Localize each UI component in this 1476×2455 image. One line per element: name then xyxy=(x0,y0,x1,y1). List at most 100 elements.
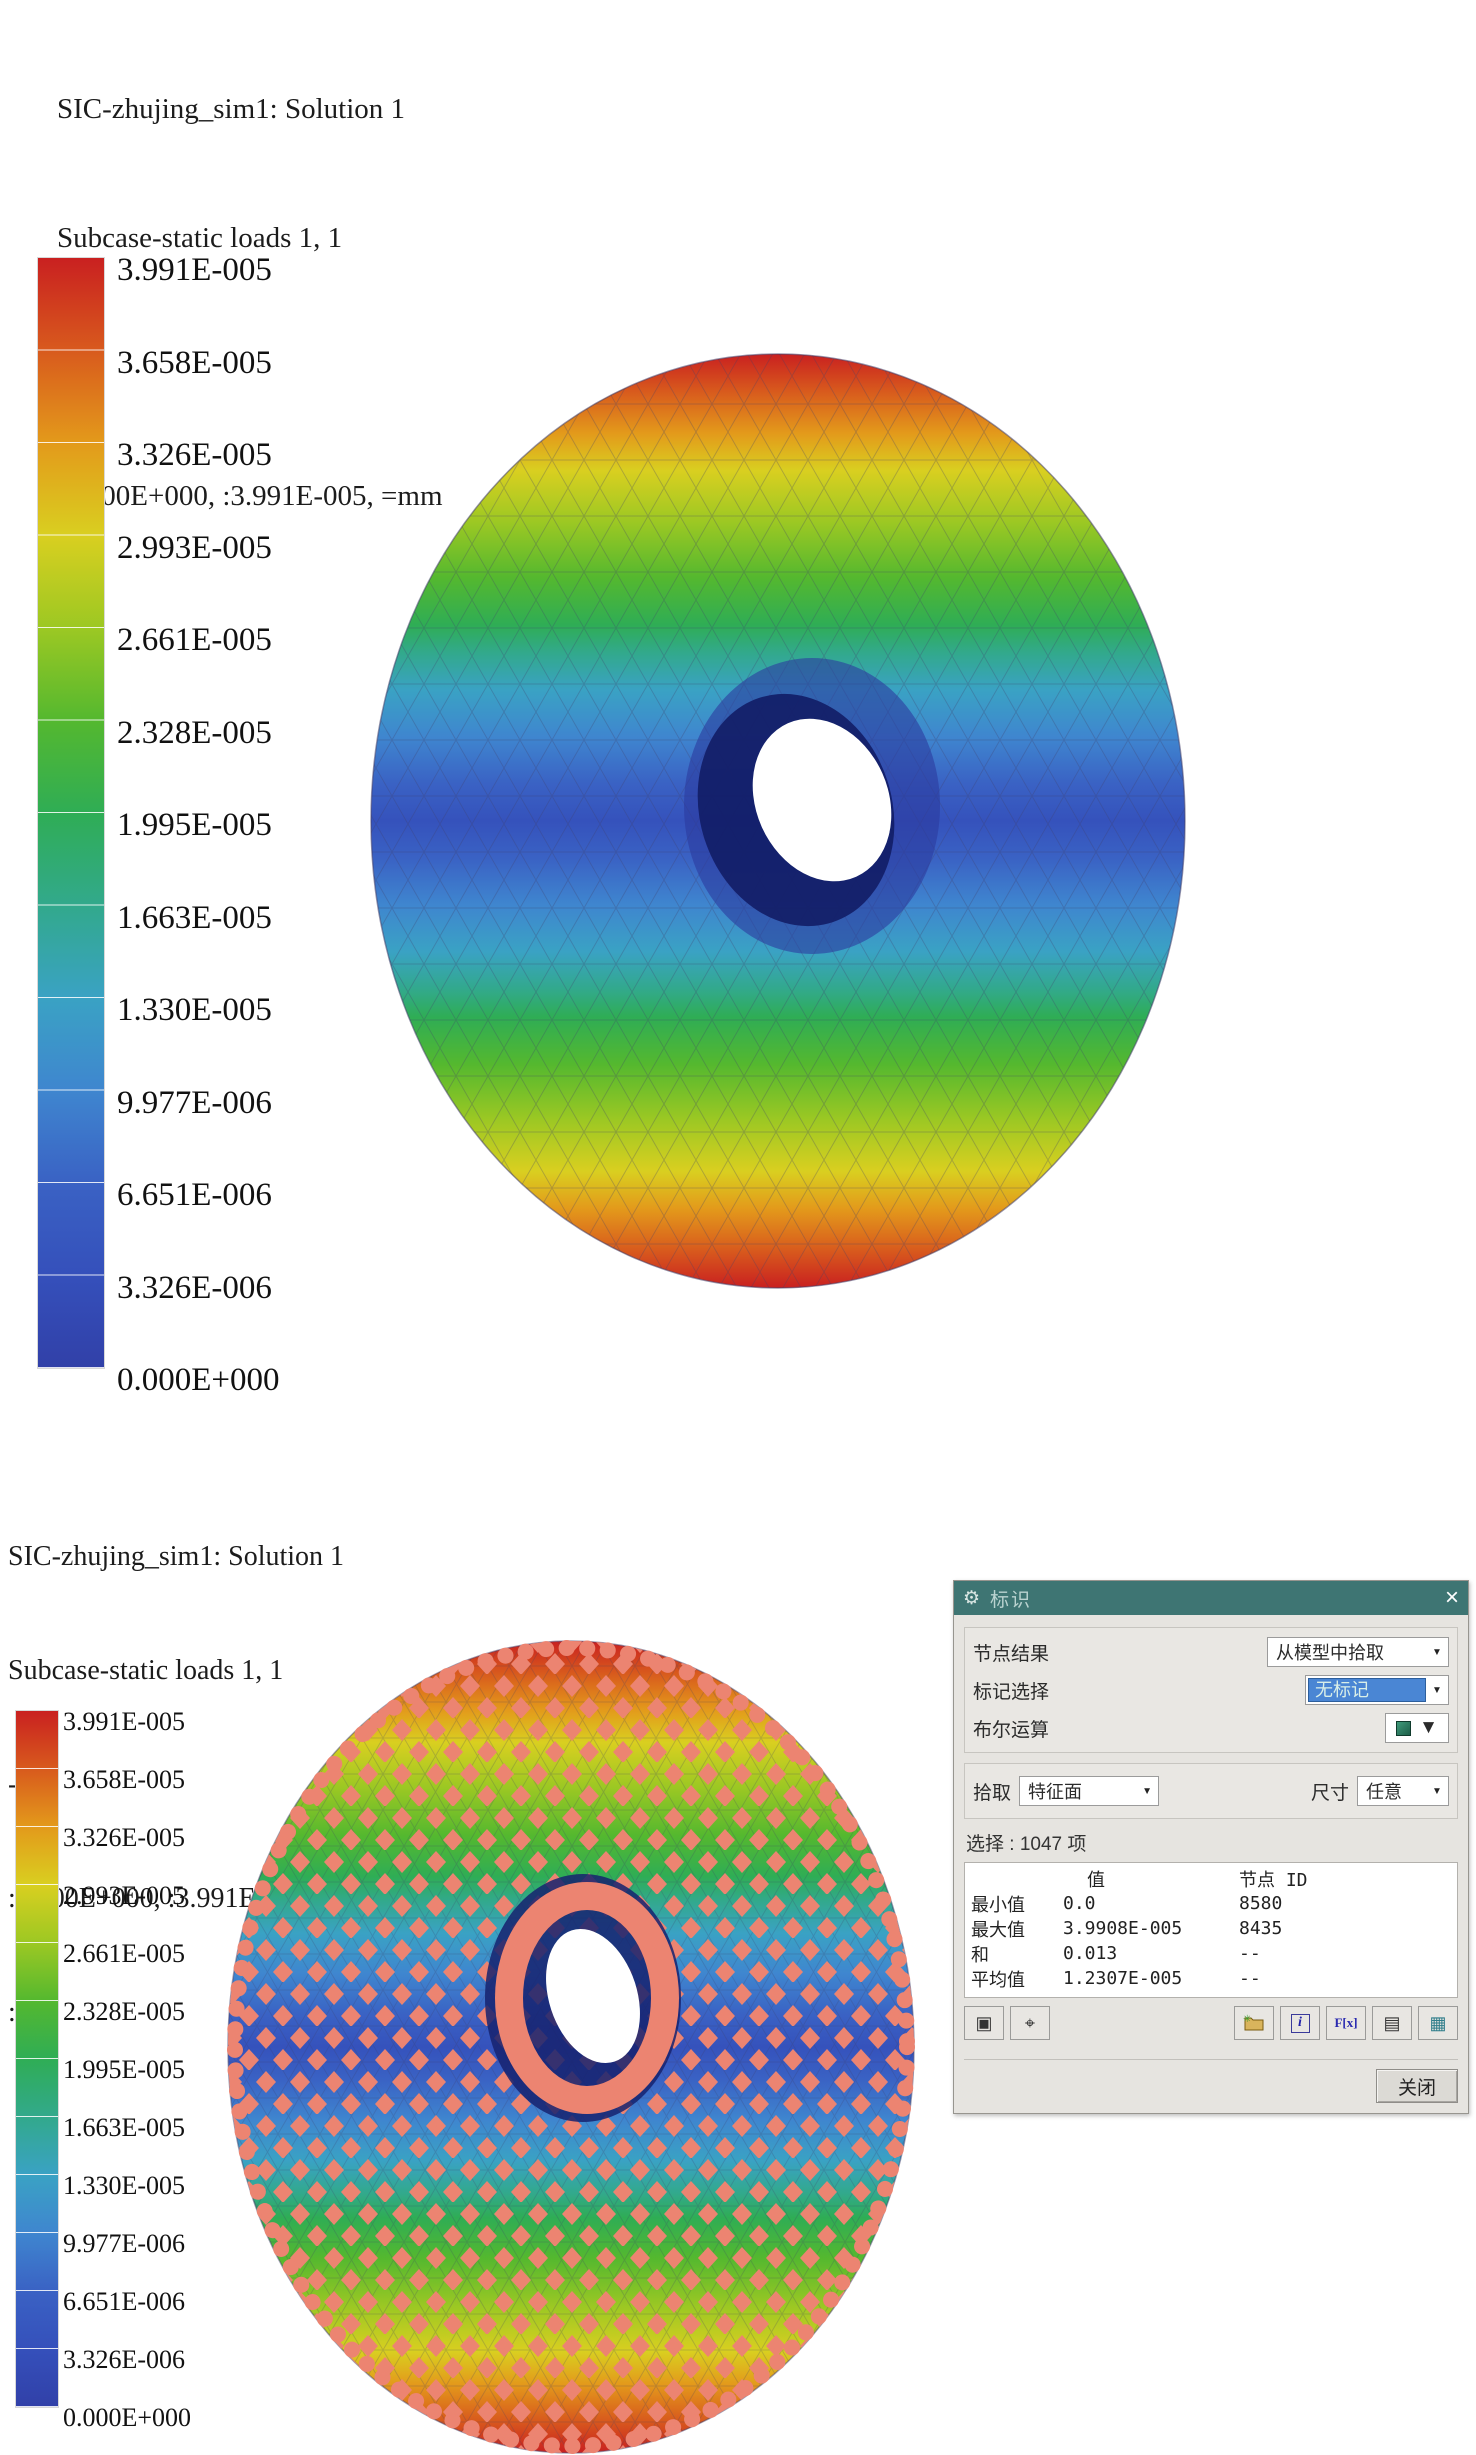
legend-tick-label: 3.326E-006 xyxy=(117,1269,272,1306)
result-options-group: 节点结果 从模型中拾取 ▼ 标记选择 无标记 ▼ 布尔运算 xyxy=(964,1627,1458,1753)
legend-tick-label: 0.000E+000 xyxy=(117,1362,280,1398)
info-icon: i xyxy=(1290,2013,1310,2033)
color-legend-top: 3.991E-005 3.658E-005 3.326E-005 2.993E-005… xyxy=(37,253,367,1397)
legend-tick-label: 3.326E-006 xyxy=(63,2345,186,2374)
legend-tick-label: 1.330E-005 xyxy=(63,2171,186,2200)
color-legend-bottom: 3.991E-005 3.658E-005 3.326E-005 2.993E-005… xyxy=(15,1707,275,2432)
dialog-footer: 关闭 xyxy=(964,2059,1458,2103)
col-header-node-id: 节点 ID xyxy=(1239,1869,1308,1891)
stat-name: 平均值 xyxy=(971,1969,1025,1991)
pick-options-group: 拾取 特征面 ▼ 尺寸 任意 ▼ xyxy=(964,1763,1458,1819)
size-label: 尺寸 xyxy=(1310,1782,1349,1804)
result-header-top: SIC-zhujing_sim1: Solution 1 Subcase-sta… xyxy=(57,2,443,733)
document-icon: ▤ xyxy=(1383,2012,1401,2033)
chevron-down-icon[interactable]: ▼ xyxy=(1419,1717,1438,1738)
stat-name: 最大值 xyxy=(971,1919,1025,1941)
legend-tick-label: 9.977E-006 xyxy=(117,1084,272,1121)
boolean-cube-icon xyxy=(1396,1720,1412,1736)
pick-point-button[interactable]: ⌖ xyxy=(1010,2006,1050,2040)
window-check-icon: ▣ xyxy=(975,2012,993,2033)
legend-tick-label: 2.661E-005 xyxy=(117,622,272,658)
legend-tick-label: 1.663E-005 xyxy=(117,899,272,936)
stat-node-id: -- xyxy=(1239,1968,1261,1989)
fx-icon: F[x] xyxy=(1334,2015,1358,2030)
legend-colorbar xyxy=(37,257,105,1369)
chevron-down-icon[interactable]: ▼ xyxy=(1432,1785,1442,1797)
chevron-down-icon[interactable]: ▼ xyxy=(1142,1785,1152,1797)
legend-tick-label: 1.995E-005 xyxy=(117,807,272,843)
pick-dropdown[interactable]: 特征面 ▼ xyxy=(1019,1776,1160,1806)
table-row: 最大值 3.9908E-005 8435 xyxy=(971,1916,1451,1941)
size-dropdown[interactable]: 任意 ▼ xyxy=(1357,1776,1449,1806)
folder-sparkle-icon: ✳ xyxy=(1243,2014,1264,2031)
legend-tick-label: 2.661E-005 xyxy=(63,1939,186,1968)
legend-tick-label: 3.658E-005 xyxy=(117,344,272,381)
rim-node-markers xyxy=(227,1640,915,2454)
legend-tick-label: 3.326E-005 xyxy=(63,1823,186,1852)
dialog-toolbar: ▣ ⌖ ✳ i F[x] ▤ xyxy=(964,2006,1458,2040)
pick-value: 特征面 xyxy=(1028,1782,1083,1802)
stat-value: 1.2307E-005 xyxy=(1063,1968,1183,1989)
table-header: 值 节点 ID xyxy=(971,1866,1451,1891)
stat-value: 0.013 xyxy=(1063,1943,1118,1964)
mark-select-value: 无标记 xyxy=(1308,1678,1426,1702)
chevron-down-icon[interactable]: ▼ xyxy=(1432,1684,1442,1696)
mark-select-label: 标记选择 xyxy=(973,1681,1050,1703)
header-line: :0.000E+000, :3.991E-005, =mm xyxy=(57,480,443,512)
close-dialog-button[interactable]: 关闭 xyxy=(1376,2069,1458,2103)
identify-dialog: ⚙ 标识 × 节点结果 从模型中拾取 ▼ 标记选择 无标记 ▼ xyxy=(953,1580,1469,2114)
expression-button[interactable]: F[x] xyxy=(1326,2006,1366,2040)
table-row: 平均值 1.2307E-005 -- xyxy=(971,1966,1451,1991)
boolean-op-dropdown[interactable]: ▼ xyxy=(1385,1713,1449,1743)
legend-tick-label: 3.658E-005 xyxy=(63,1765,186,1794)
mark-select-dropdown[interactable]: 无标记 ▼ xyxy=(1305,1675,1449,1705)
node-result-label: 节点结果 xyxy=(973,1643,1050,1665)
close-icon[interactable]: × xyxy=(1444,1584,1459,1611)
stat-node-id: -- xyxy=(1239,1943,1261,1964)
table-row: 和 0.013 -- xyxy=(971,1941,1451,1966)
legend-colorbar xyxy=(15,1710,59,2408)
show-in-window-button[interactable]: ▣ xyxy=(964,2006,1004,2040)
header-line: Subcase-static loads 1, 1 xyxy=(57,222,343,254)
legend-tick-label: 1.663E-005 xyxy=(63,2113,186,2142)
new-group-button[interactable]: ✳ xyxy=(1234,2006,1274,2040)
table-grid-icon: ▦ xyxy=(1429,2012,1447,2033)
contour-view-bottom-with-markers[interactable] xyxy=(215,1630,927,2455)
information-button[interactable]: i xyxy=(1280,2006,1320,2040)
dialog-titlebar[interactable]: ⚙ 标识 × xyxy=(954,1581,1468,1615)
legend-tick-label: 3.991E-005 xyxy=(63,1707,186,1736)
stat-node-id: 8580 xyxy=(1239,1893,1283,1914)
contour-view-top[interactable] xyxy=(360,348,1200,1298)
node-result-value: 从模型中拾取 xyxy=(1276,1643,1384,1663)
chevron-down-icon[interactable]: ▼ xyxy=(1432,1646,1442,1658)
table-row: 最小值 0.0 8580 xyxy=(971,1891,1451,1916)
legend-tick-label: 6.651E-006 xyxy=(63,2287,186,2316)
stat-name: 和 xyxy=(971,1944,989,1966)
legend-tick-label: 1.330E-005 xyxy=(117,992,272,1028)
pick-label: 拾取 xyxy=(973,1782,1012,1804)
stat-name: 最小值 xyxy=(971,1894,1025,1916)
header-line: SIC-zhujing_sim1: Solution 1 xyxy=(57,93,406,125)
result-value-table: 值 节点 ID 最小值 0.0 8580 最大值 3.9908E-005 843… xyxy=(964,1862,1458,1998)
boolean-op-label: 布尔运算 xyxy=(973,1719,1050,1741)
crosshair-icon: ⌖ xyxy=(1024,2012,1036,2033)
hole-node-marker-ring xyxy=(495,1882,679,2114)
legend-tick-label: 1.995E-005 xyxy=(63,2055,186,2084)
report-button[interactable]: ▤ xyxy=(1372,2006,1412,2040)
center-hole xyxy=(546,1928,640,2064)
size-value: 任意 xyxy=(1366,1782,1402,1802)
svg-text:✳: ✳ xyxy=(1243,2014,1251,2025)
header-line: Subcase-static loads 1, 1 xyxy=(8,1655,284,1686)
gear-icon: ⚙ xyxy=(963,1587,981,1609)
col-header-value: 值 xyxy=(1087,1869,1105,1891)
stat-node-id: 8435 xyxy=(1239,1918,1283,1939)
stat-value: 3.9908E-005 xyxy=(1063,1918,1183,1939)
stat-value: 0.0 xyxy=(1063,1893,1096,1914)
legend-tick-label: 2.993E-005 xyxy=(63,1881,186,1910)
header-line: SIC-zhujing_sim1: Solution 1 xyxy=(8,1541,345,1572)
node-result-dropdown[interactable]: 从模型中拾取 ▼ xyxy=(1267,1637,1449,1667)
legend-tick-label: 0.000E+000 xyxy=(63,2403,192,2432)
legend-tick-label: 2.328E-005 xyxy=(117,714,272,751)
table-export-button[interactable]: ▦ xyxy=(1418,2006,1458,2040)
